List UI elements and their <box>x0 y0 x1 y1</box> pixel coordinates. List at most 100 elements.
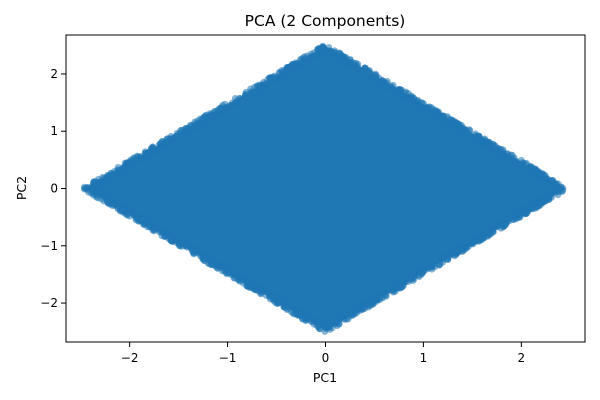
scatter-point <box>330 48 338 56</box>
scatter-point <box>146 222 154 230</box>
scatter-point <box>431 263 439 271</box>
scatter-point <box>137 217 144 225</box>
scatter-point <box>266 74 274 82</box>
scatter-point <box>522 210 530 217</box>
x-tick-label: 2 <box>518 351 526 365</box>
x-axis-label: PC1 <box>313 370 337 385</box>
scatter-point <box>296 311 304 319</box>
scatter-point <box>482 230 490 238</box>
scatter-point <box>505 152 513 160</box>
plot-area <box>80 42 567 335</box>
scatter-point <box>405 275 413 283</box>
scatter-point <box>222 264 230 271</box>
scatter-point <box>245 284 253 291</box>
x-tick-label: −2 <box>121 351 139 365</box>
y-axis-ticks: −2 −1 0 1 2 <box>40 67 66 310</box>
scatter-point <box>225 269 233 277</box>
y-axis-label: PC2 <box>14 176 29 200</box>
scatter-point <box>349 311 357 319</box>
scatter-point <box>130 157 138 165</box>
scatter-point <box>444 256 452 264</box>
scatter-point <box>418 269 426 277</box>
scatter-point <box>468 237 476 245</box>
scatter-point <box>476 134 483 141</box>
scatter-point <box>148 149 156 156</box>
scatter-point <box>80 185 88 193</box>
scatter-point <box>271 295 278 303</box>
scatter-point <box>177 129 185 137</box>
scatter-point <box>257 83 265 90</box>
scatter-point <box>391 283 398 291</box>
scatter-point <box>241 92 249 100</box>
scatter-point <box>96 190 104 198</box>
scatter-point <box>117 205 125 213</box>
scatter-point <box>439 112 447 120</box>
scatter-point <box>163 229 171 237</box>
scatter-point <box>401 89 409 97</box>
scatter-point <box>167 135 175 143</box>
x-tick-label: −1 <box>219 351 237 365</box>
scatter-point <box>463 240 471 248</box>
scatter-point <box>157 226 165 234</box>
scatter-point <box>149 143 157 151</box>
scatter-point <box>139 154 146 162</box>
scatter-point <box>156 143 164 150</box>
scatter-point <box>537 170 545 178</box>
scatter-point <box>205 115 213 123</box>
scatter-point <box>324 323 331 331</box>
scatter-point <box>343 59 351 67</box>
scatter-point <box>251 281 259 289</box>
scatter-point <box>543 175 551 183</box>
scatter-point <box>319 43 326 51</box>
scatter-point <box>371 70 379 78</box>
y-tick-label: −2 <box>40 296 58 310</box>
scatter-point <box>522 164 530 172</box>
scatter-point <box>396 279 404 287</box>
scatter-point <box>292 59 300 67</box>
scatter-point <box>315 319 323 327</box>
scatter-point <box>280 303 288 311</box>
scatter-point <box>512 215 520 223</box>
scatter-point <box>211 107 219 115</box>
scatter-point <box>452 121 460 129</box>
scatter-point <box>257 290 265 298</box>
x-tick-label: 1 <box>420 351 428 365</box>
scatter-point <box>458 121 465 129</box>
scatter-point <box>513 158 521 166</box>
scatter-point <box>365 68 373 76</box>
scatter-point <box>492 222 499 230</box>
scatter-point <box>249 88 257 96</box>
scatter-point <box>502 217 510 224</box>
scatter-point <box>351 306 359 314</box>
scatter-point <box>126 212 133 220</box>
scatter-point <box>123 161 131 169</box>
scatter-point <box>338 52 346 60</box>
scatter-point <box>200 254 207 262</box>
scatter-point <box>333 316 341 324</box>
scatter-point <box>311 52 319 60</box>
scatter-point <box>169 238 177 245</box>
scatter-point <box>484 140 491 148</box>
scatter-point <box>410 94 417 102</box>
scatter-point <box>556 185 564 193</box>
scatter-point <box>198 117 206 125</box>
y-tick-label: −1 <box>40 239 58 253</box>
scatter-point <box>275 74 283 81</box>
scatter-point <box>350 59 358 67</box>
x-tick-label: 0 <box>322 351 330 365</box>
scatter-point <box>542 197 550 205</box>
scatter-point <box>527 202 535 209</box>
scatter-point <box>448 116 456 124</box>
scatter-point <box>175 241 183 249</box>
scatter-point <box>302 312 310 320</box>
scatter-point <box>363 301 371 309</box>
scatter-point <box>183 242 190 250</box>
y-tick-label: 1 <box>50 124 58 138</box>
x-axis-ticks: −2 −1 0 1 2 <box>121 342 525 365</box>
scatter-point <box>283 63 291 71</box>
scatter-point <box>499 150 507 157</box>
scatter-point <box>208 260 216 268</box>
scatter-point <box>234 276 242 284</box>
scatter-point <box>103 197 111 205</box>
